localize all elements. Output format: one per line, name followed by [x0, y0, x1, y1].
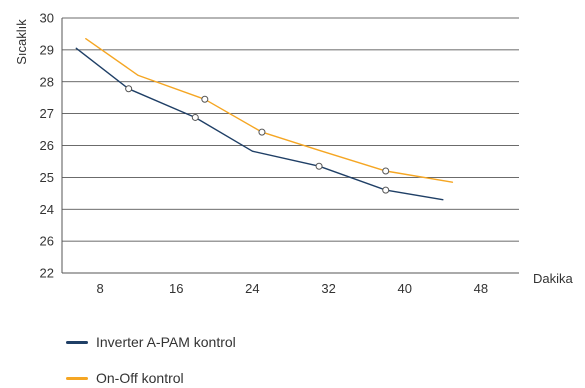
x-tick-label: 48 [474, 281, 488, 296]
series-line-1 [85, 38, 454, 183]
y-tick-label: 27 [40, 106, 54, 121]
x-tick-label: 8 [96, 281, 103, 296]
series [75, 38, 454, 201]
y-tick-label: 25 [40, 170, 54, 185]
legend-swatch [66, 340, 88, 344]
x-tick-label: 16 [169, 281, 183, 296]
data-point [382, 186, 390, 194]
y-tick-label: 30 [40, 11, 54, 26]
legend: Inverter A-PAM kontrol On-Off kontrol [66, 333, 236, 388]
x-tick-label: 24 [245, 281, 259, 296]
axes: 22 26 24 25 26 27 28 29 30 8 16 24 32 40 48 [40, 11, 489, 297]
legend-swatch [66, 376, 88, 380]
legend-label: Inverter A-PAM kontrol [96, 334, 236, 350]
y-tick-label: 24 [40, 202, 54, 217]
legend-label: On-Off kontrol [96, 370, 184, 386]
data-point [258, 128, 266, 136]
y-tick-label: 29 [40, 42, 54, 57]
y-tick-label: 26 [40, 138, 54, 153]
grid [61, 17, 519, 274]
x-axis-title: Dakika [533, 271, 574, 286]
data-point [382, 167, 390, 175]
legend-item-inverter: Inverter A-PAM kontrol [66, 333, 236, 351]
y-tick-label: 26 [40, 234, 54, 249]
data-point [191, 113, 199, 121]
data-point [315, 162, 323, 170]
data-point [125, 85, 133, 93]
y-tick-label: 22 [40, 266, 54, 281]
y-tick-label: 28 [40, 74, 54, 89]
y-axis-title: Sıcaklık [14, 19, 29, 65]
x-tick-label: 40 [398, 281, 412, 296]
x-tick-label: 32 [321, 281, 335, 296]
data-point [201, 95, 209, 103]
legend-item-onoff: On-Off kontrol [66, 369, 236, 387]
